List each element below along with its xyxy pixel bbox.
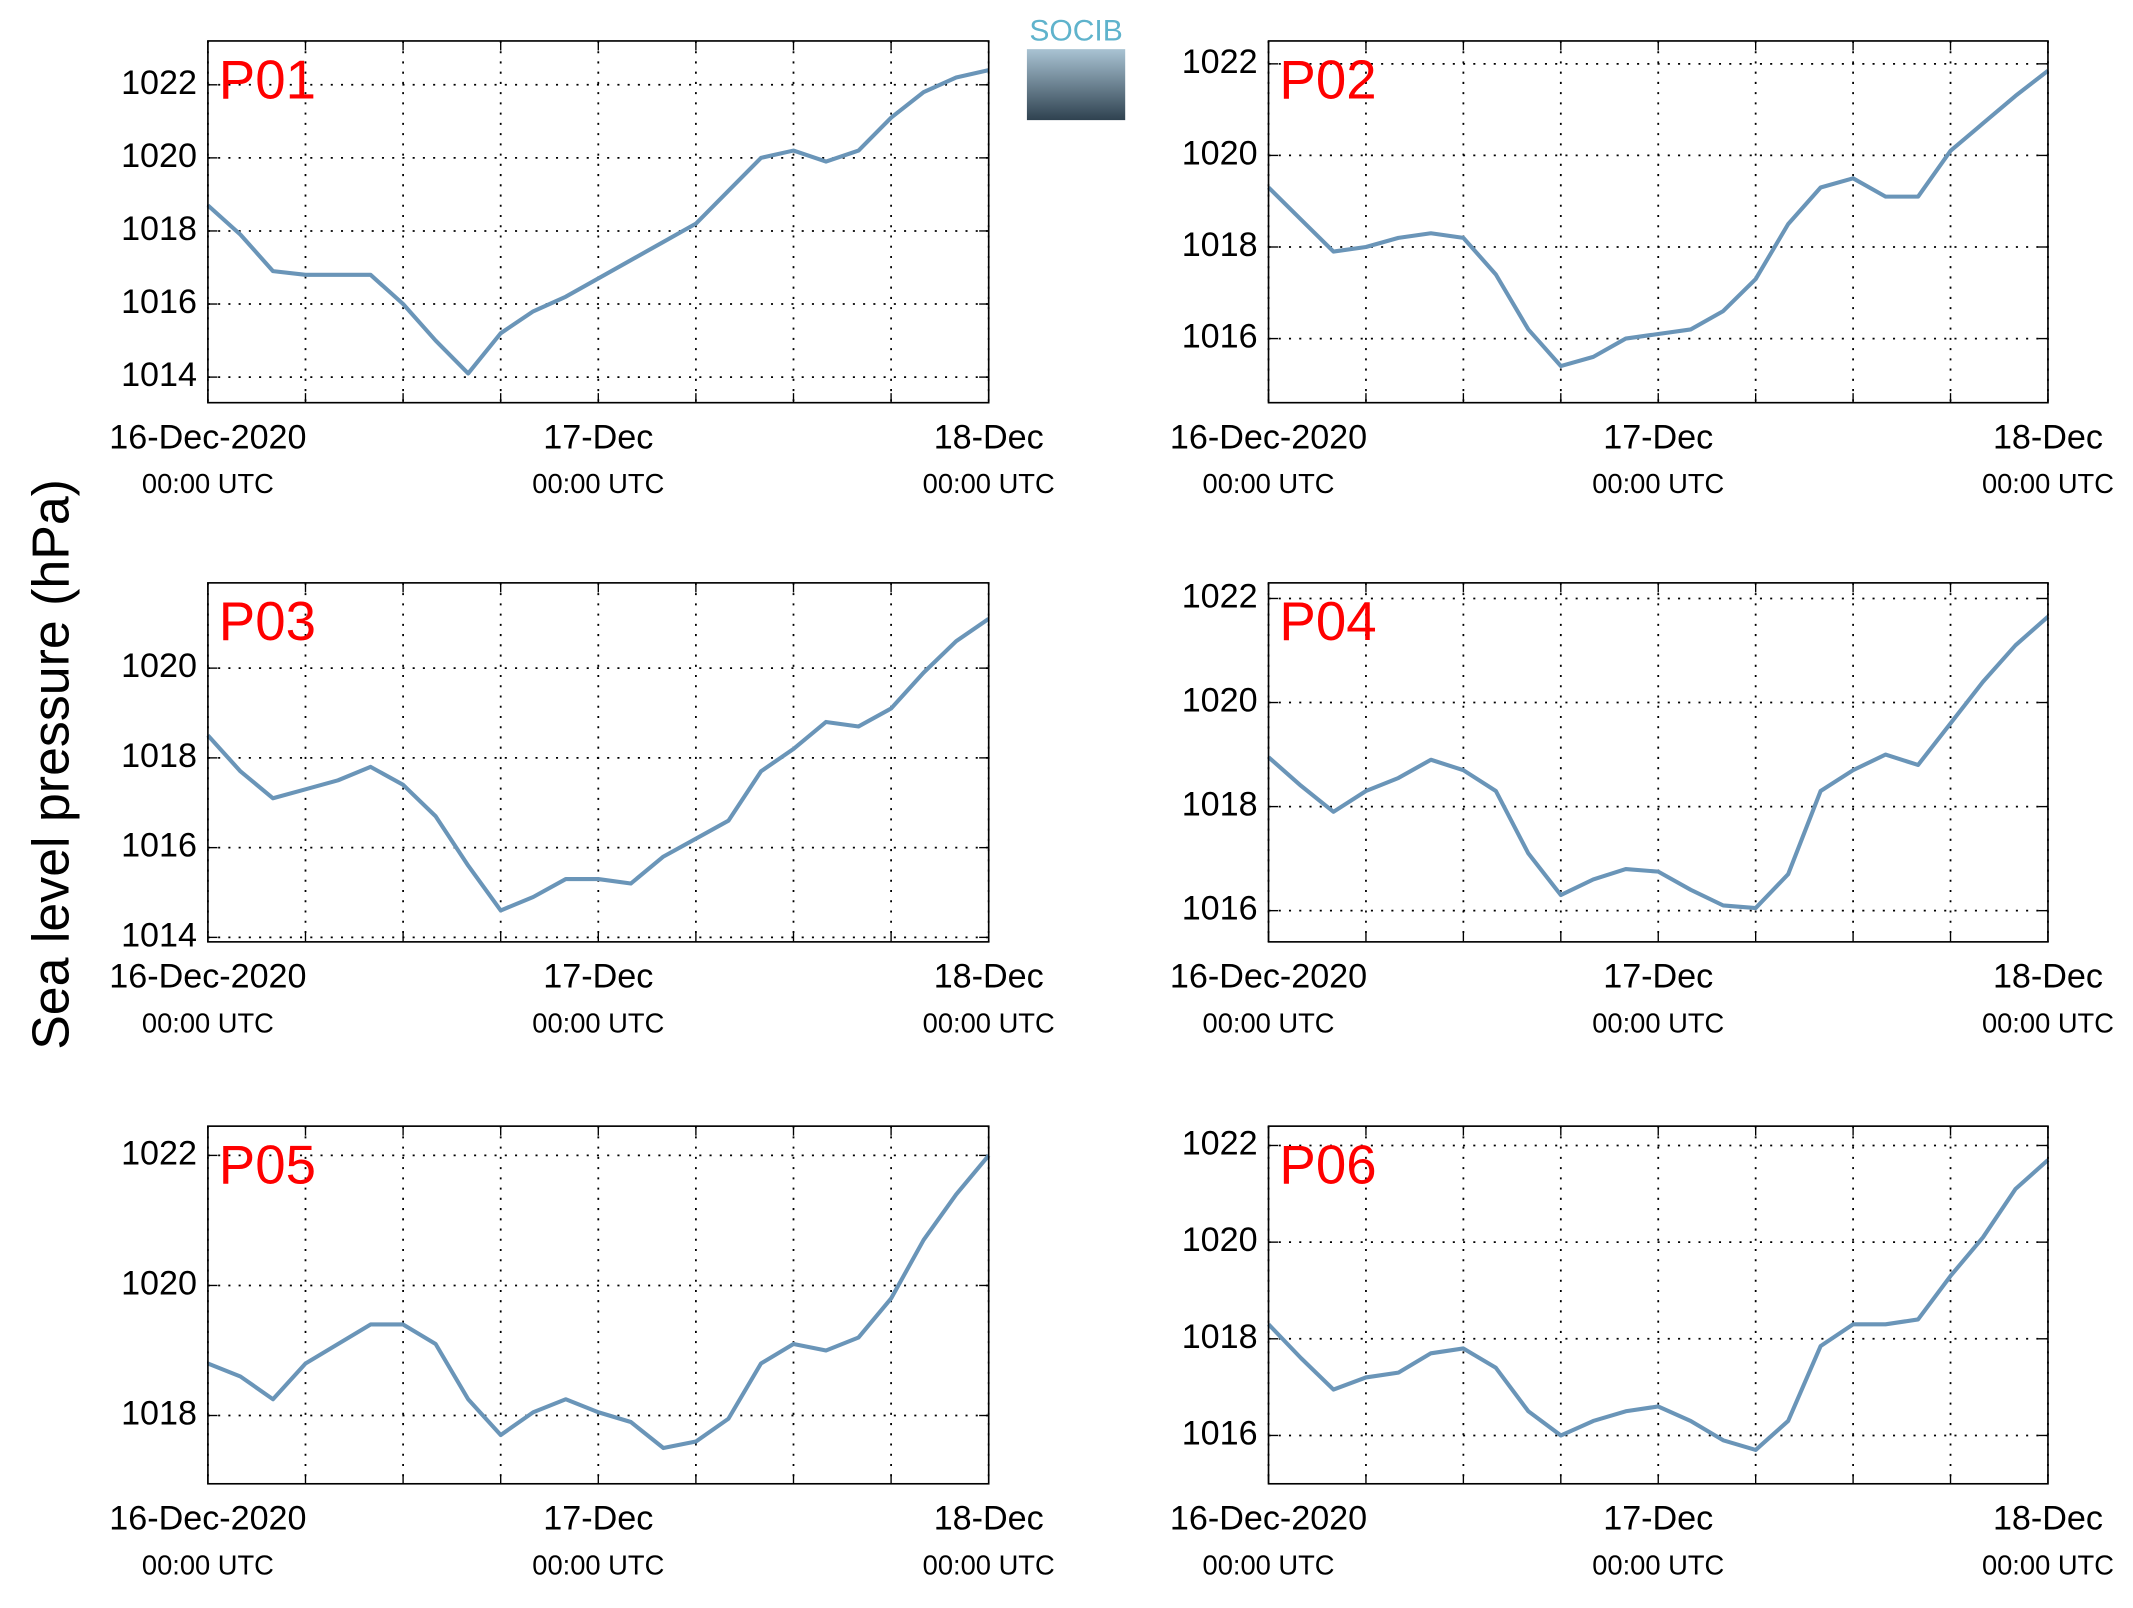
y-tick-label: 1022: [1182, 577, 1258, 615]
panel-title: P01: [219, 49, 316, 110]
x-tick-label: 17-Dec: [543, 419, 653, 457]
plot-frame: [1267, 40, 2049, 404]
x-tick-label: 17-Dec: [1603, 958, 1713, 996]
panel-title: P04: [1279, 591, 1376, 652]
x-tick-label: 18-Dec: [1993, 1500, 2103, 1538]
plot-frame: [207, 582, 990, 943]
data-line: [206, 617, 990, 913]
panel-title: P02: [1279, 49, 1376, 110]
logo-text: SOCIB: [1029, 15, 1122, 48]
y-tick-label: 1016: [1182, 1414, 1258, 1452]
x-tick-label: 17-Dec: [1603, 1500, 1713, 1538]
x-tick-sublabel: 00:00 UTC: [1203, 1549, 1335, 1580]
x-tick-label: 18-Dec: [1993, 958, 2103, 996]
panel: 1018 1020 1022 16-Dec-2020 00:00 UTC 17-Dec 00…: [109, 1125, 1055, 1580]
y-tick-label: 1022: [121, 64, 197, 102]
data-line: [1267, 69, 2050, 369]
x-tick-sublabel: 00:00 UTC: [1592, 468, 1724, 499]
y-tick-label: 1016: [121, 283, 197, 321]
x-tick-sublabel: 00:00 UTC: [1203, 468, 1335, 499]
x-tick-label: 18-Dec: [934, 419, 1044, 457]
plot-frame: [207, 40, 990, 404]
y-tick-label: 1022: [121, 1134, 197, 1172]
x-tick-label: 16-Dec-2020: [109, 958, 306, 996]
y-tick-label: 1018: [1182, 226, 1258, 264]
panel: 1014 1016 1018 1020 1022 16-Dec-2020 00:00 UTC…: [109, 40, 1055, 499]
x-tick-label: 16-Dec-2020: [1170, 958, 1367, 996]
x-tick-sublabel: 00:00 UTC: [1982, 1549, 2114, 1580]
y-tick-label: 1014: [121, 916, 197, 954]
y-tick-label: 1022: [1182, 1124, 1258, 1162]
x-tick-label: 16-Dec-2020: [1170, 419, 1367, 457]
logo: SOCIB: [1026, 15, 1126, 121]
x-tick-label: 18-Dec: [934, 958, 1044, 996]
panel-title: P06: [1279, 1134, 1376, 1195]
x-tick-sublabel: 00:00 UTC: [532, 1007, 664, 1038]
y-tick-label: 1016: [121, 827, 197, 865]
plot-frame: [1267, 1125, 2049, 1485]
y-tick-label: 1016: [1182, 890, 1258, 928]
data-line: [207, 1154, 991, 1451]
x-tick-sublabel: 00:00 UTC: [142, 1549, 274, 1580]
x-tick-sublabel: 00:00 UTC: [142, 468, 274, 499]
y-axis-label: Sea level pressure (hPa): [22, 479, 80, 1050]
y-tick-label: 1018: [121, 737, 197, 775]
panel-title: P03: [219, 591, 316, 652]
panel: 1016 1018 1020 1022 16-Dec-2020 00:00 UTC 17-D…: [1170, 577, 2114, 1038]
x-tick-label: 16-Dec-2020: [109, 419, 306, 457]
x-tick-sublabel: 00:00 UTC: [923, 468, 1055, 499]
x-tick-label: 18-Dec: [1993, 419, 2103, 457]
y-tick-label: 1020: [1182, 682, 1258, 720]
y-tick-label: 1018: [121, 1395, 197, 1433]
data-line: [1267, 615, 2050, 911]
y-tick-label: 1020: [1182, 134, 1258, 172]
y-tick-label: 1018: [121, 210, 197, 248]
x-tick-sublabel: 00:00 UTC: [1982, 468, 2114, 499]
y-tick-label: 1020: [121, 1264, 197, 1302]
x-tick-sublabel: 00:00 UTC: [532, 1549, 664, 1580]
x-tick-sublabel: 00:00 UTC: [532, 468, 664, 499]
x-tick-sublabel: 00:00 UTC: [1592, 1007, 1724, 1038]
y-tick-label: 1020: [121, 137, 197, 175]
x-tick-label: 17-Dec: [543, 958, 653, 996]
x-tick-label: 16-Dec-2020: [1170, 1500, 1367, 1538]
y-tick-label: 1020: [121, 647, 197, 685]
x-tick-sublabel: 00:00 UTC: [923, 1549, 1055, 1580]
x-tick-label: 17-Dec: [543, 1500, 653, 1538]
y-tick-label: 1020: [1182, 1221, 1258, 1259]
x-tick-label: 18-Dec: [934, 1500, 1044, 1538]
y-tick-label: 1016: [1182, 318, 1258, 356]
x-tick-sublabel: 00:00 UTC: [1203, 1007, 1335, 1038]
y-tick-label: 1018: [1182, 786, 1258, 824]
logo-box: [1026, 49, 1126, 121]
panel: 1016 1018 1020 1022 16-Dec-2020 00:00 UTC 17-D…: [1170, 40, 2114, 499]
y-tick-label: 1014: [121, 356, 197, 394]
x-tick-sublabel: 00:00 UTC: [923, 1007, 1055, 1038]
panel: 1014 1016 1018 1020 16-Dec-2020 00:00 UTC 17-D…: [109, 582, 1055, 1038]
x-tick-sublabel: 00:00 UTC: [1982, 1007, 2114, 1038]
x-tick-label: 17-Dec: [1603, 419, 1713, 457]
data-line: [1267, 1158, 2050, 1453]
x-tick-label: 16-Dec-2020: [109, 1500, 306, 1538]
plot-frame: [1267, 582, 2049, 943]
y-tick-label: 1018: [1182, 1318, 1258, 1356]
panel-title: P05: [219, 1134, 316, 1195]
panel: 1016 1018 1020 1022 16-Dec-2020 00:00 UTC 17-D…: [1170, 1124, 2114, 1580]
y-tick-label: 1022: [1182, 43, 1258, 81]
x-tick-sublabel: 00:00 UTC: [142, 1007, 274, 1038]
x-tick-sublabel: 00:00 UTC: [1592, 1549, 1724, 1580]
data-line: [206, 68, 990, 376]
plot-frame: [207, 1125, 990, 1485]
